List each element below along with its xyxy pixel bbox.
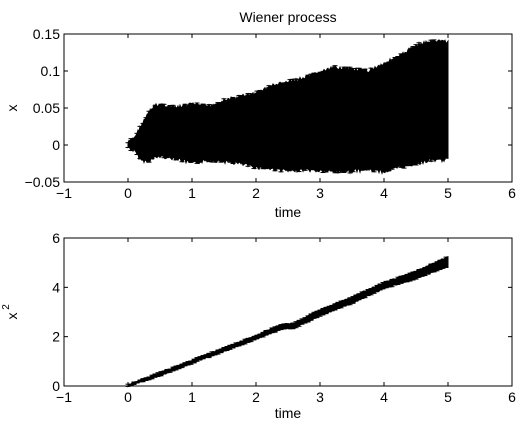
x-tick-label: 2	[252, 389, 260, 405]
x-axis-label: time	[275, 405, 302, 421]
y-tick-label: 0.1	[41, 63, 61, 79]
x-tick-label: 5	[444, 389, 452, 405]
chart-title: Wiener process	[239, 9, 336, 25]
x-tick-label: 6	[508, 185, 516, 201]
y-tick-label: 0.15	[33, 26, 60, 42]
y-axis-label-superscript: 2	[1, 304, 12, 310]
x-tick-label: −1	[56, 185, 72, 201]
y-tick-label: 6	[52, 230, 60, 246]
y-tick-label: 0.05	[33, 100, 60, 116]
y-axis-label: x	[4, 313, 20, 320]
x-axis-label: time	[275, 204, 302, 220]
x-tick-label: 0	[124, 389, 132, 405]
x-tick-label: 3	[316, 389, 324, 405]
x-tick-label: 0	[124, 185, 132, 201]
x-tick-label: 3	[316, 185, 324, 201]
x2-plot-area	[125, 256, 449, 388]
y-axis-label: x	[4, 105, 20, 112]
x-tick-label: 4	[380, 389, 388, 405]
x-tick-label: 1	[188, 185, 196, 201]
y-tick-label: 4	[52, 279, 60, 295]
x-tick-label: 2	[252, 185, 260, 201]
x-tick-label: 4	[380, 185, 388, 201]
x2-axes-box	[63, 237, 513, 387]
x-axis-ticks: −1 0 1 2 3 4 5 6 −0.05 0 0.05 0.1 0.15	[25, 26, 517, 201]
x-tick-label: 6	[508, 389, 516, 405]
x-plot-area	[125, 38, 449, 175]
x-tick-label: 1	[188, 389, 196, 405]
y-tick-label: 0	[52, 378, 60, 394]
x-tick-label: 5	[444, 185, 452, 201]
y-tick-label: −0.05	[25, 174, 61, 190]
y-tick-label: 2	[52, 329, 60, 345]
y-tick-label: 0	[52, 137, 60, 153]
y-axis-label-group: x 2	[1, 304, 20, 320]
x-tick-label: −1	[56, 389, 72, 405]
wiener-x-subplot: Wiener process −1 0 1 2 3 4 5 6 −0.05 0 0.05 0.1 0.1…	[4, 9, 516, 220]
